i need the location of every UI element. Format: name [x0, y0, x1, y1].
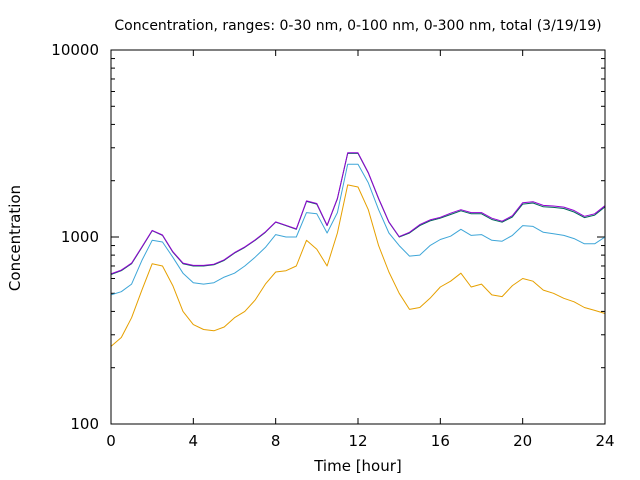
series-line-1 — [110, 184, 606, 347]
axis-tick-labels: 0 4 8 12 16 20 24 100 1000 10000 — [51, 41, 614, 450]
series-line-2 — [110, 163, 606, 296]
axis-ticks — [110, 49, 606, 425]
chart-title: Concentration, ranges: 0-30 nm, 0-100 nm… — [114, 18, 601, 34]
x-tick-label: 8 — [271, 432, 281, 450]
y-axis-label: Concentration — [6, 185, 24, 291]
series-lines — [110, 152, 606, 347]
x-tick-label: 4 — [189, 432, 199, 450]
y-tick-label: 1000 — [61, 228, 99, 246]
x-tick-label: 12 — [348, 432, 367, 450]
x-tick-label: 0 — [106, 432, 116, 450]
y-tick-label: 100 — [70, 415, 99, 433]
x-tick-label: 20 — [513, 432, 532, 450]
plot-frame — [110, 49, 606, 425]
series-line-4 — [110, 152, 606, 275]
y-tick-label: 10000 — [51, 41, 99, 59]
x-tick-label: 16 — [431, 432, 450, 450]
x-axis-label: Time [hour] — [313, 457, 402, 475]
x-tick-label: 24 — [595, 432, 614, 450]
series-line-3 — [110, 152, 606, 275]
